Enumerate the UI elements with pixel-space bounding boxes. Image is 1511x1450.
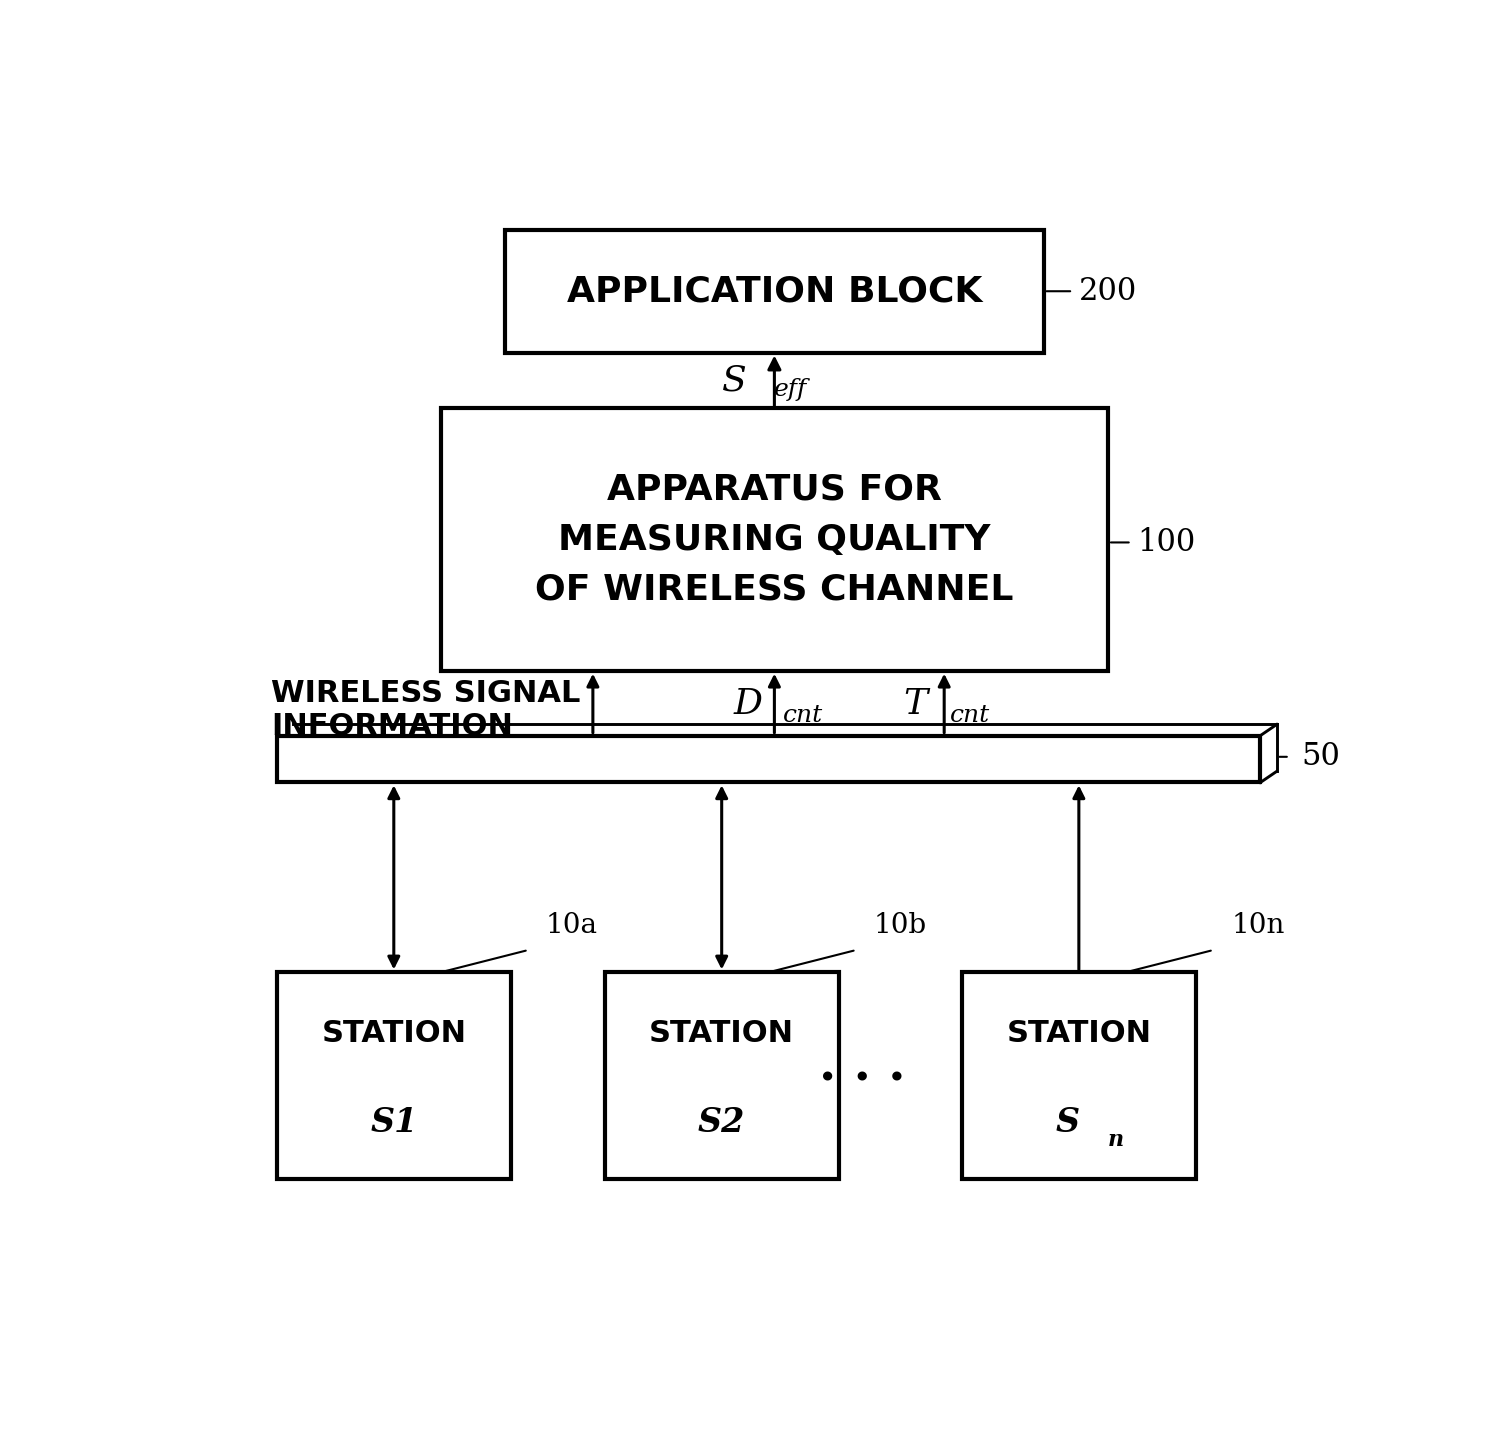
Text: S2: S2	[698, 1106, 745, 1138]
Text: S1: S1	[370, 1106, 417, 1138]
Text: 10n: 10n	[1231, 912, 1284, 938]
Text: n: n	[1108, 1130, 1124, 1151]
Text: cnt: cnt	[950, 705, 990, 726]
Text: 100: 100	[1138, 526, 1195, 558]
Bar	[604, 973, 839, 1179]
Text: STATION: STATION	[650, 1019, 795, 1048]
Text: 50: 50	[1301, 741, 1340, 773]
Text: APPLICATION BLOCK: APPLICATION BLOCK	[567, 274, 982, 309]
Text: STATION: STATION	[1006, 1019, 1151, 1048]
Text: 200: 200	[1079, 276, 1138, 307]
Bar	[277, 973, 511, 1179]
Bar	[441, 409, 1108, 671]
Text: eff: eff	[775, 378, 808, 402]
Text: . . .: . . .	[819, 1043, 905, 1092]
Text: APPARATUS FOR
MEASURING QUALITY
OF WIRELESS CHANNEL: APPARATUS FOR MEASURING QUALITY OF WIREL…	[535, 473, 1014, 608]
Text: STATION: STATION	[322, 1019, 467, 1048]
Text: D: D	[733, 687, 763, 721]
Text: S: S	[722, 364, 746, 397]
Text: cnt: cnt	[783, 705, 822, 726]
Bar	[963, 973, 1197, 1179]
Text: WIRELESS SIGNAL
INFORMATION: WIRELESS SIGNAL INFORMATION	[270, 679, 580, 741]
Text: 10b: 10b	[873, 912, 928, 938]
Text: S: S	[1055, 1106, 1079, 1138]
Bar	[505, 231, 1044, 352]
Text: T: T	[904, 687, 928, 721]
Text: 10a: 10a	[545, 912, 598, 938]
Bar	[277, 735, 1260, 783]
